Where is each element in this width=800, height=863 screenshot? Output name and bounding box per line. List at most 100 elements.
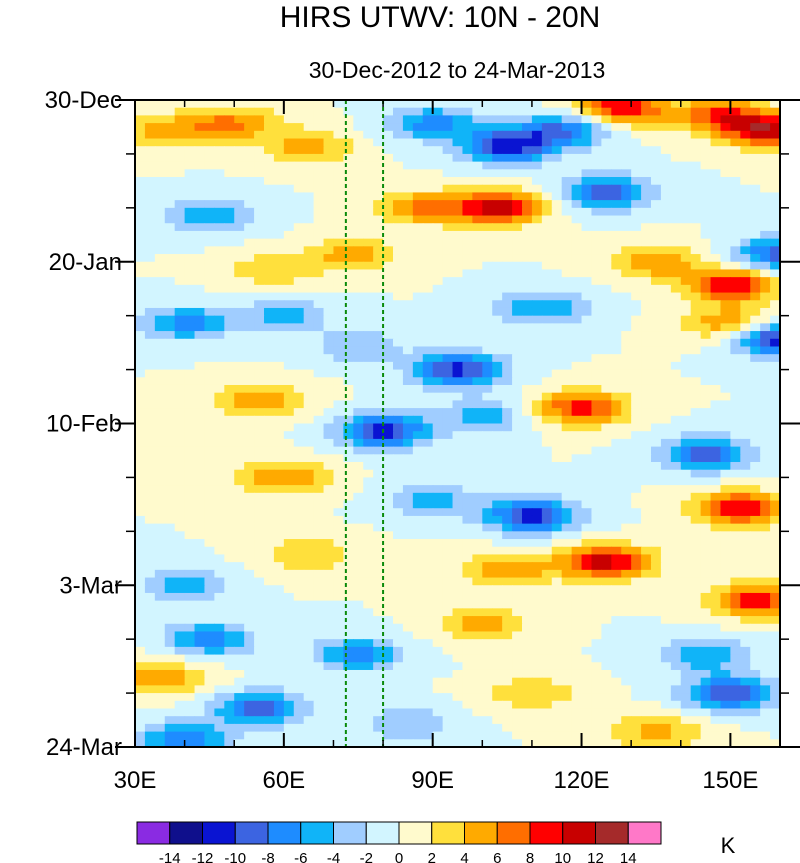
- heatmap-cell: [660, 130, 672, 140]
- heatmap-cell: [402, 662, 414, 671]
- heatmap-cell: [531, 130, 543, 140]
- heatmap-cell: [611, 431, 622, 440]
- heatmap-cell: [144, 508, 156, 517]
- heatmap-cell: [452, 169, 464, 178]
- heatmap-cell: [412, 600, 424, 609]
- heatmap-cell: [363, 346, 374, 355]
- heatmap-cell: [690, 646, 702, 656]
- heatmap-cell: [472, 685, 483, 694]
- heatmap-cell: [750, 354, 761, 363]
- heatmap-cell: [561, 392, 573, 401]
- heatmap-cell: [393, 616, 404, 625]
- heatmap-cell: [442, 230, 454, 240]
- heatmap-cell: [383, 254, 394, 263]
- heatmap-cell: [660, 523, 672, 532]
- heatmap-cell: [720, 492, 731, 502]
- heatmap-cell: [343, 307, 354, 317]
- heatmap-cell: [234, 184, 245, 194]
- heatmap-cell: [184, 423, 196, 432]
- heatmap-cell: [412, 384, 424, 394]
- heatmap-cell: [651, 646, 662, 656]
- heatmap-cell: [611, 523, 622, 532]
- heatmap-cell: [760, 146, 771, 155]
- heatmap-cell: [363, 654, 374, 663]
- heatmap-cell: [482, 207, 493, 217]
- heatmap-cell: [512, 146, 523, 155]
- heatmap-cell: [214, 554, 225, 563]
- heatmap-cell: [174, 161, 186, 170]
- heatmap-cell: [651, 446, 662, 455]
- heatmap-cell: [760, 384, 771, 394]
- heatmap-cell: [194, 161, 206, 170]
- heatmap-cell: [660, 431, 672, 440]
- heatmap-cell: [660, 261, 672, 271]
- heatmap-cell: [472, 562, 483, 571]
- heatmap-cell: [353, 669, 364, 679]
- heatmap-cell: [244, 184, 255, 194]
- heatmap-cell: [611, 284, 622, 294]
- heatmap-cell: [531, 531, 543, 540]
- heatmap-cell: [164, 577, 176, 586]
- heatmap-cell: [393, 177, 404, 186]
- heatmap-cell: [631, 284, 642, 294]
- heatmap-cell: [184, 639, 196, 648]
- heatmap-cell: [244, 508, 255, 517]
- heatmap-cell: [472, 569, 483, 579]
- heatmap-cell: [621, 546, 632, 556]
- heatmap-cell: [353, 415, 364, 425]
- heatmap-cell: [293, 200, 305, 209]
- heatmap-cell: [591, 207, 602, 217]
- heatmap-cell: [164, 531, 176, 540]
- heatmap-cell: [581, 469, 593, 479]
- heatmap-cell: [194, 338, 206, 348]
- heatmap-cell: [730, 600, 741, 609]
- heatmap-cell: [710, 569, 722, 579]
- heatmap-cell: [611, 438, 622, 448]
- heatmap-cell: [174, 238, 186, 247]
- heatmap-cell: [303, 130, 315, 140]
- heatmap-cell: [303, 616, 315, 625]
- heatmap-cell: [363, 685, 374, 694]
- heatmap-cell: [164, 446, 176, 455]
- heatmap-cell: [770, 508, 780, 517]
- heatmap-cell: [154, 554, 166, 563]
- heatmap-cell: [482, 107, 493, 116]
- heatmap-cell: [670, 292, 682, 301]
- heatmap-cell: [363, 192, 374, 201]
- heatmap-cell: [353, 592, 364, 602]
- heatmap-cell: [402, 384, 414, 394]
- heatmap-cell: [601, 146, 612, 155]
- heatmap-cell: [442, 438, 454, 448]
- heatmap-cell: [571, 277, 583, 286]
- heatmap-cell: [710, 454, 722, 463]
- heatmap-cell: [184, 608, 196, 617]
- heatmap-cell: [353, 485, 364, 494]
- heatmap-cell: [472, 492, 483, 502]
- heatmap-cell: [313, 639, 325, 648]
- heatmap-cell: [551, 616, 563, 625]
- heatmap-cell: [432, 531, 444, 540]
- heatmap-cell: [254, 223, 265, 232]
- heatmap-cell: [462, 408, 473, 417]
- heatmap-cell: [770, 646, 780, 656]
- heatmap-cell: [353, 200, 364, 209]
- heatmap-cell: [442, 207, 454, 217]
- heatmap-cell: [551, 662, 563, 671]
- heatmap-cell: [581, 523, 593, 532]
- heatmap-cell: [631, 562, 642, 571]
- heatmap-cell: [393, 400, 404, 409]
- heatmap-cell: [680, 408, 692, 417]
- heatmap-cell: [412, 354, 424, 363]
- heatmap-cell: [383, 284, 394, 294]
- heatmap-cell: [303, 469, 315, 479]
- heatmap-cell: [293, 107, 305, 116]
- heatmap-cell: [283, 292, 295, 301]
- heatmap-cell: [135, 469, 146, 479]
- heatmap-cell: [373, 562, 384, 571]
- heatmap-cell: [571, 438, 583, 448]
- heatmap-cell: [135, 562, 146, 571]
- heatmap-cell: [502, 462, 513, 471]
- heatmap-cell: [224, 130, 235, 140]
- heatmap-cell: [353, 446, 364, 455]
- heatmap-cell: [273, 646, 285, 656]
